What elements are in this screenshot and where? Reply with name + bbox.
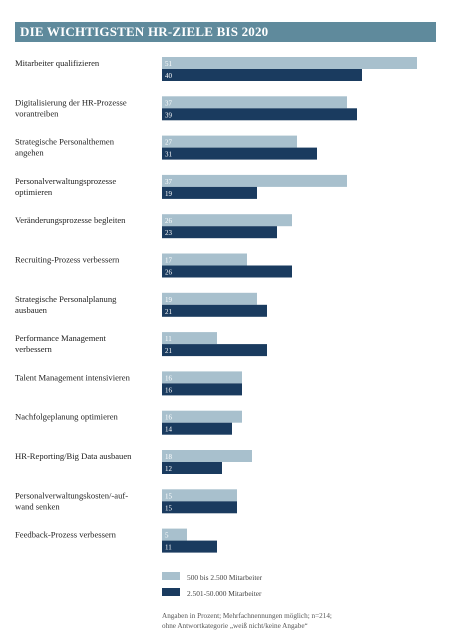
category-label: Digitalisierung der HR-Prozesse (15, 97, 127, 107)
legend-label: 2.501-50.000 Mitarbeiter (187, 589, 262, 598)
data-label: 18 (165, 453, 173, 461)
bar (162, 422, 232, 435)
bar (162, 69, 362, 81)
bar (162, 462, 222, 474)
category-label: Performance Management (15, 333, 107, 343)
data-label: 26 (165, 269, 173, 277)
bar (162, 489, 237, 502)
data-label: 37 (165, 99, 173, 107)
category-label: ausbauen (15, 305, 48, 315)
data-label: 23 (165, 229, 173, 237)
bar (162, 174, 347, 187)
bar (162, 540, 217, 553)
data-label: 40 (165, 72, 173, 80)
data-label: 16 (165, 374, 173, 382)
bar (162, 108, 357, 121)
bar (162, 450, 252, 462)
category-label: Personalverwaltungsprozesse (15, 176, 116, 186)
bar (162, 253, 247, 266)
category-label: Personalverwaltungskosten/-auf- (15, 490, 128, 500)
bar (162, 57, 417, 69)
footnote: ohne Antwortkategorie „weiß nicht/keine … (162, 622, 308, 630)
bar (162, 292, 257, 305)
data-label: 12 (165, 465, 173, 473)
bar (162, 344, 267, 357)
category-label: Strategische Personalthemen (15, 137, 115, 147)
category-label: vorantreiben (15, 108, 59, 118)
category-label: Nachfolgeplanung optimieren (15, 412, 119, 422)
data-label: 16 (165, 414, 173, 422)
chart-title-bar: DIE WICHTIGSTEN HR-ZIELE BIS 2020 (15, 22, 436, 42)
bar (162, 147, 317, 160)
bar (162, 501, 237, 514)
category-label: Veränderungsprozesse begleiten (15, 215, 126, 225)
bar (162, 332, 217, 345)
category-label: angehen (15, 148, 44, 158)
data-label: 15 (165, 504, 173, 512)
data-label: 19 (165, 296, 173, 304)
category-label: HR-Reporting/Big Data ausbauen (15, 451, 132, 461)
bar (162, 135, 297, 148)
bar (162, 410, 242, 423)
data-label: 39 (165, 111, 173, 119)
category-label: Feedback-Prozess verbessern (15, 530, 117, 540)
bar (162, 214, 292, 227)
data-label: 17 (165, 257, 173, 265)
category-label: optimieren (15, 187, 53, 197)
data-label: 15 (165, 492, 173, 500)
category-label: Mitarbeiter qualifizieren (15, 58, 100, 68)
chart-title: DIE WICHTIGSTEN HR-ZIELE BIS 2020 (20, 24, 269, 39)
data-label: 51 (165, 60, 173, 68)
data-label: 11 (165, 544, 172, 552)
data-label: 21 (165, 308, 173, 316)
bar (162, 371, 242, 384)
bar (162, 186, 257, 199)
bar (162, 96, 347, 109)
legend-label: 500 bis 2.500 Mitarbeiter (187, 573, 263, 582)
data-label: 21 (165, 347, 173, 355)
bar (162, 304, 267, 317)
legend-swatch (162, 588, 180, 596)
footnote: Angaben in Prozent; Mehrfachnennungen mö… (162, 612, 332, 620)
data-label: 27 (165, 139, 173, 147)
data-label: 14 (165, 426, 173, 434)
bar (162, 528, 187, 541)
legend-swatch (162, 572, 180, 580)
category-label: Strategische Personalplanung (15, 294, 117, 304)
category-label: wand senken (15, 501, 60, 511)
data-label: 5 (165, 532, 169, 540)
category-label: Talent Management intensivieren (15, 372, 131, 382)
data-label: 31 (165, 151, 173, 159)
bar (162, 226, 277, 239)
category-label: Recruiting-Prozess verbessern (15, 255, 120, 265)
data-label: 26 (165, 217, 173, 225)
data-label: 11 (165, 335, 172, 343)
category-label: verbessern (15, 344, 52, 354)
bar (162, 265, 292, 278)
data-label: 16 (165, 386, 173, 394)
bar (162, 383, 242, 396)
data-label: 19 (165, 190, 173, 198)
data-label: 37 (165, 178, 173, 186)
